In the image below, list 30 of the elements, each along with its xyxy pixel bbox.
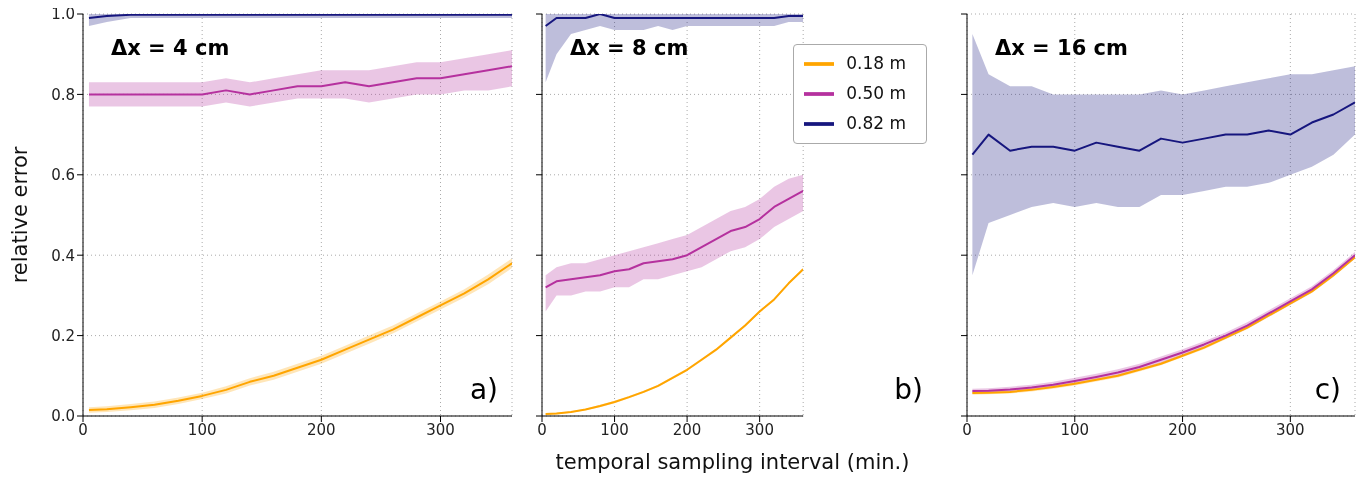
- y-tick-label: 0.4: [51, 246, 75, 265]
- y-tick-label: 1.0: [51, 5, 75, 24]
- x-tick-label: 0: [962, 420, 972, 439]
- text: b): [894, 373, 923, 406]
- x-tick-label: 300: [426, 420, 455, 439]
- x-tick-label: 300: [745, 420, 774, 439]
- x-tick-label: 200: [1168, 420, 1197, 439]
- x-tick-label: 100: [1060, 420, 1090, 439]
- annotation: Δx = 8 cm: [570, 36, 689, 60]
- annotation: a): [469, 373, 498, 406]
- legend-label: 0.18 m: [846, 52, 906, 73]
- x-tick-label: 100: [187, 420, 217, 439]
- annotation: Δx = 4 cm: [111, 36, 230, 60]
- annotation: Δx = 16 cm: [995, 36, 1128, 60]
- x-tick-label: 100: [600, 420, 629, 439]
- y-tick-label: 0.8: [51, 85, 75, 104]
- y-tick-label: 0.2: [51, 326, 75, 345]
- y-tick-label: 0.0: [51, 407, 75, 426]
- x-tick-label: 200: [672, 420, 702, 439]
- line-series: [87, 65, 512, 96]
- x-tick-label: 0: [537, 420, 547, 439]
- legend-label: 0.50 m: [846, 82, 906, 103]
- x-tick-label: 300: [1276, 420, 1305, 439]
- y-tick-label: 0.6: [51, 166, 75, 185]
- x-tick-label: 0: [78, 420, 88, 439]
- x-axis-title: temporal sampling interval (min.): [555, 450, 910, 474]
- legend-label: 0.82 m: [846, 112, 906, 133]
- x-tick-label: 200: [307, 420, 336, 439]
- y-axis-title: relative error: [8, 146, 32, 284]
- annotation: c): [1314, 373, 1341, 406]
